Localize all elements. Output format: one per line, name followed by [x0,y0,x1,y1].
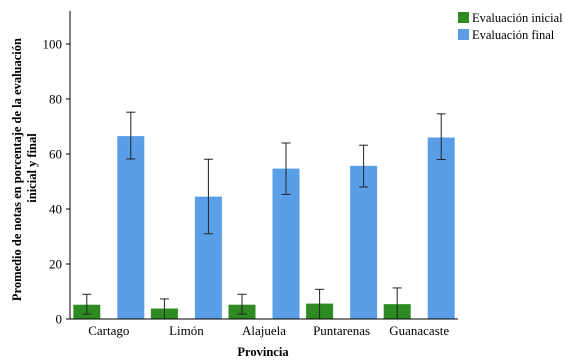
y-tick-label: 0 [56,312,63,327]
y-axis-title: Promedio de notas en porcentaje de la ev… [10,35,39,301]
x-tick-label: Guanacaste [389,323,449,338]
x-tick-label: Alajuela [242,323,286,338]
bar-puntarenas-final [350,165,378,319]
y-tick-label: 100 [43,37,63,52]
y-axis-title-line-2: inicial y final [25,133,39,203]
bar-guanacaste-final [427,137,455,319]
x-axis-title: Provincia [237,345,289,359]
y-tick-label: 60 [49,147,62,162]
y-tick-label: 80 [49,92,62,107]
x-tick-label: Puntarenas [313,323,370,338]
legend-swatch [458,12,469,23]
y-tick-label: 20 [49,257,62,272]
legend-label: Evaluación inicial [472,11,563,25]
y-tick-label: 40 [49,202,62,217]
x-tick-label: Limón [169,323,204,338]
legend-swatch [458,29,469,40]
legend-label: Evaluación final [472,28,555,42]
y-axis: 0 20 40 60 80 100 [43,11,71,327]
x-tick-label: Cartago [88,323,129,338]
x-axis: Cartago Limón Alajuela Puntarenas Guanacaste [70,318,458,338]
y-axis-title-line-1: Promedio de notas en porcentaje de la ev… [10,38,24,301]
bar-cartago-final [117,136,145,319]
legend: Evaluación inicial Evaluación final [458,11,563,42]
plot-area [73,111,455,320]
